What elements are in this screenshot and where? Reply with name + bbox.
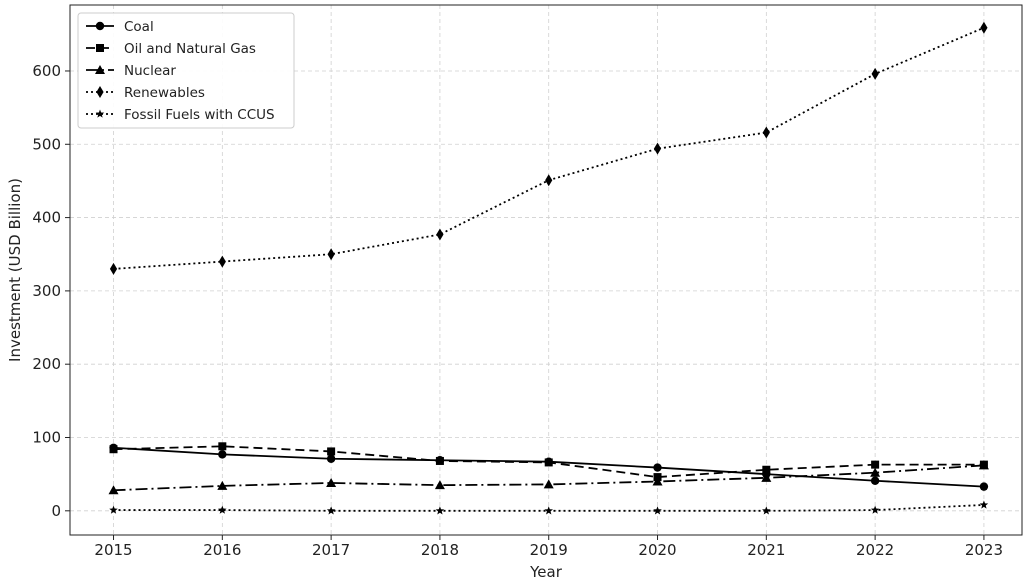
data-point xyxy=(980,21,988,34)
data-point xyxy=(217,480,228,490)
y-tick-label: 300 xyxy=(32,282,61,300)
data-point xyxy=(109,505,118,514)
data-point xyxy=(327,248,335,261)
data-point xyxy=(108,485,119,495)
legend-entry: Fossil Fuels with CCUS xyxy=(86,107,275,123)
x-tick-label: 2019 xyxy=(530,541,568,559)
x-tick-label: 2023 xyxy=(965,541,1003,559)
data-point xyxy=(653,506,662,515)
data-point xyxy=(870,467,881,477)
data-point xyxy=(435,506,445,515)
data-point xyxy=(218,442,227,451)
data-point xyxy=(326,506,336,515)
grid xyxy=(70,5,1022,535)
data-point xyxy=(544,506,553,515)
data-point xyxy=(543,479,554,489)
y-tick-label: 100 xyxy=(32,429,61,447)
data-point xyxy=(761,472,772,482)
legend-label: Oil and Natural Gas xyxy=(124,41,256,57)
legend-entry: Oil and Natural Gas xyxy=(86,41,256,57)
data-point xyxy=(326,454,336,463)
data-point xyxy=(109,445,118,454)
data-point xyxy=(544,458,553,467)
data-point xyxy=(762,506,771,515)
legend-label: Renewables xyxy=(124,85,205,101)
data-point xyxy=(870,476,880,485)
data-point xyxy=(326,477,337,487)
series-layer xyxy=(108,21,989,515)
axes: 2015 2016 2017 2018 2019 2020 2021 2022 2023 0 100… xyxy=(32,4,1023,559)
x-tick-label: 2018 xyxy=(421,541,459,559)
data-point xyxy=(762,126,770,139)
data-point xyxy=(978,460,989,470)
x-tick-label: 2016 xyxy=(203,541,241,559)
y-tick-label: 500 xyxy=(32,135,61,153)
y-axis-label: Investment (USD Billion) xyxy=(6,178,24,362)
x-tick-label: 2017 xyxy=(312,541,350,559)
x-tick-label: 2020 xyxy=(638,541,676,559)
data-point xyxy=(436,228,444,241)
legend-marker xyxy=(95,21,105,31)
x-axis-label: Year xyxy=(529,563,563,580)
legend-entry: Renewables xyxy=(86,85,205,101)
legend-marker xyxy=(95,65,105,74)
legend-label: Fossil Fuels with CCUS xyxy=(124,107,275,123)
series-renewables xyxy=(109,21,988,275)
data-point xyxy=(979,500,989,509)
y-tick-label: 0 xyxy=(51,502,61,520)
legend-marker xyxy=(96,86,104,98)
plot-frame xyxy=(69,4,1023,536)
x-tick-label: 2022 xyxy=(856,541,894,559)
data-point xyxy=(871,67,879,80)
legend-box xyxy=(77,12,295,129)
legend-label: Nuclear xyxy=(124,63,176,79)
data-point xyxy=(653,142,662,155)
data-point xyxy=(434,480,445,490)
data-point xyxy=(218,505,227,514)
y-tick-label: 400 xyxy=(32,209,61,227)
data-point xyxy=(109,262,118,275)
legend-marker xyxy=(95,109,105,118)
x-tick-label: 2021 xyxy=(747,541,785,559)
data-point xyxy=(762,465,771,474)
data-point xyxy=(652,476,663,486)
y-tick-label: 600 xyxy=(32,62,61,80)
legend-label: Coal xyxy=(124,19,154,35)
y-tick-label: 200 xyxy=(32,355,61,373)
series-fossil-fuels-with-ccus xyxy=(109,500,989,515)
data-point xyxy=(435,456,444,465)
data-point xyxy=(218,255,226,268)
legend-entry: Coal xyxy=(86,19,154,35)
data-point xyxy=(327,447,336,456)
data-point xyxy=(653,463,662,472)
data-point xyxy=(218,450,227,459)
series-nuclear xyxy=(108,460,989,495)
legend-marker xyxy=(96,44,104,52)
data-point xyxy=(545,174,553,187)
data-point xyxy=(870,505,880,514)
data-point xyxy=(979,482,989,491)
legend-entry: Nuclear xyxy=(86,63,176,79)
data-point xyxy=(871,460,880,469)
x-tick-label: 2015 xyxy=(94,541,132,559)
legend: Coal Oil and Natural Gas Nuclear Renewables… xyxy=(77,12,295,129)
